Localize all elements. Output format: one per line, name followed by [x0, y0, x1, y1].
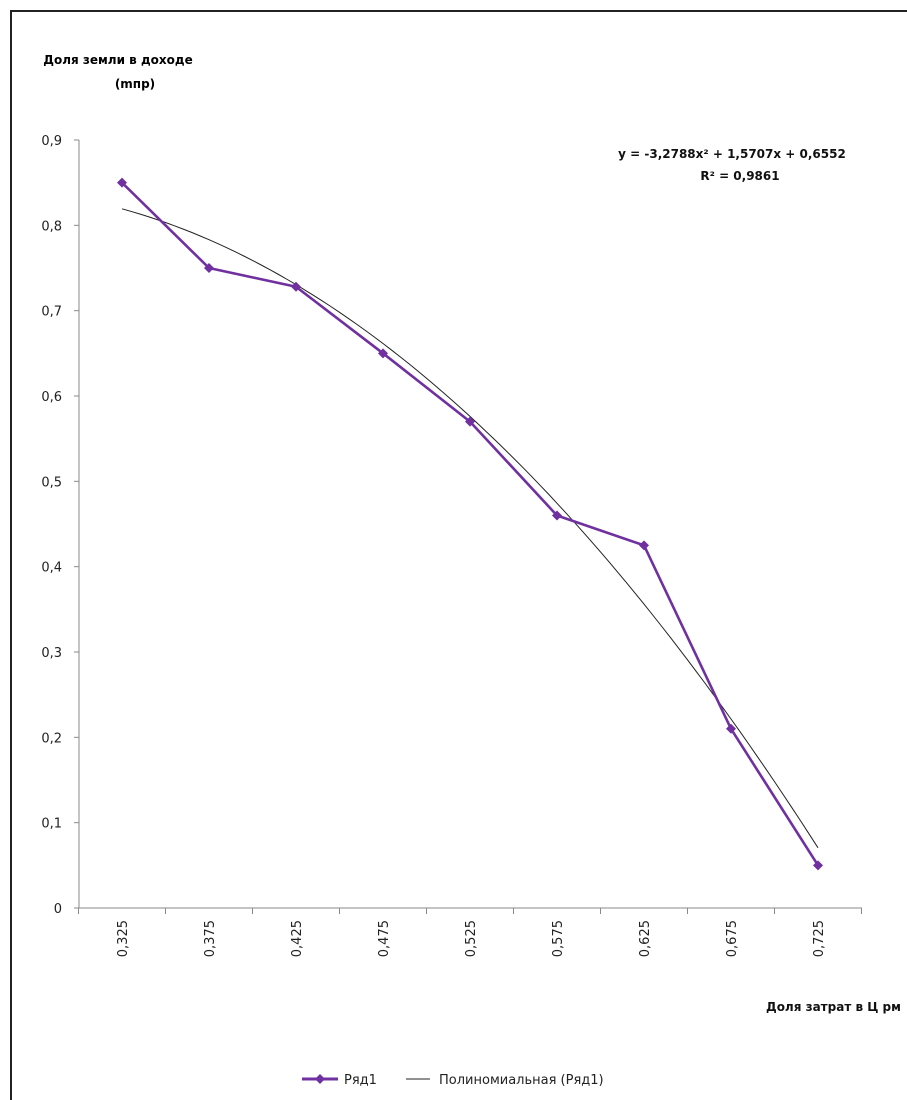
x-tick-label: 0,525	[464, 920, 479, 957]
legend: Ряд1 Полиномиальная (Ряд1)	[302, 1073, 604, 1088]
y-tick-label: 0,6	[41, 390, 62, 405]
data-point	[465, 416, 475, 427]
y-axis-ticks: 0 0,1 0,2 0,3 0,4 0,5 0,6 0,7 0,8 0,9	[41, 134, 79, 917]
data-point	[639, 540, 649, 551]
data-point	[726, 723, 736, 734]
x-tick-label: 0,475	[377, 920, 392, 957]
data-point	[378, 348, 388, 359]
data-point	[813, 860, 823, 871]
data-point	[204, 263, 214, 273]
legend-series-marker	[315, 1074, 325, 1084]
y-axis-title-line2: (mпр)	[115, 77, 155, 91]
y-tick-label: 0,3	[41, 646, 62, 661]
x-tick-label: 0,725	[812, 920, 827, 957]
x-tick-label: 0,625	[638, 920, 653, 957]
x-axis-ticks: 0,325 0,375 0,425 0,475 0,525 0,575 0,625 0,675…	[78, 908, 862, 957]
y-tick-label: 0	[54, 902, 62, 917]
y-tick-label: 0,7	[41, 305, 62, 320]
x-tick-label: 0,325	[116, 920, 131, 957]
data-point	[552, 510, 562, 521]
y-tick-label: 0,2	[41, 731, 62, 746]
x-tick-label: 0,675	[725, 920, 740, 957]
series-ryad1	[117, 177, 823, 871]
x-tick-label: 0,375	[203, 920, 218, 957]
axes	[78, 140, 862, 909]
trendline-equation: y = -3,2788x² + 1,5707x + 0,6552	[618, 147, 846, 161]
data-point	[117, 177, 127, 188]
legend-series-label: Ряд1	[344, 1073, 377, 1088]
y-axis-title-line1: Доля земли в доходе	[43, 53, 192, 67]
data-point	[291, 281, 301, 292]
x-tick-label: 0,425	[290, 920, 305, 957]
trendline	[121, 208, 819, 849]
y-tick-label: 0,5	[41, 475, 62, 490]
y-tick-label: 0,4	[41, 561, 62, 576]
legend-trendline-label: Полиномиальная (Ряд1)	[439, 1073, 604, 1088]
series-line	[121, 181, 820, 867]
x-axis-title: Доля затрат в Ц рм	[766, 1000, 901, 1014]
x-tick-label: 0,575	[551, 920, 566, 957]
y-tick-label: 0,9	[41, 134, 62, 149]
y-tick-label: 0,1	[41, 817, 62, 832]
y-tick-label: 0,8	[41, 219, 62, 234]
trendline-r-squared: R² = 0,9861	[700, 169, 779, 183]
chart-frame	[10, 10, 907, 1100]
